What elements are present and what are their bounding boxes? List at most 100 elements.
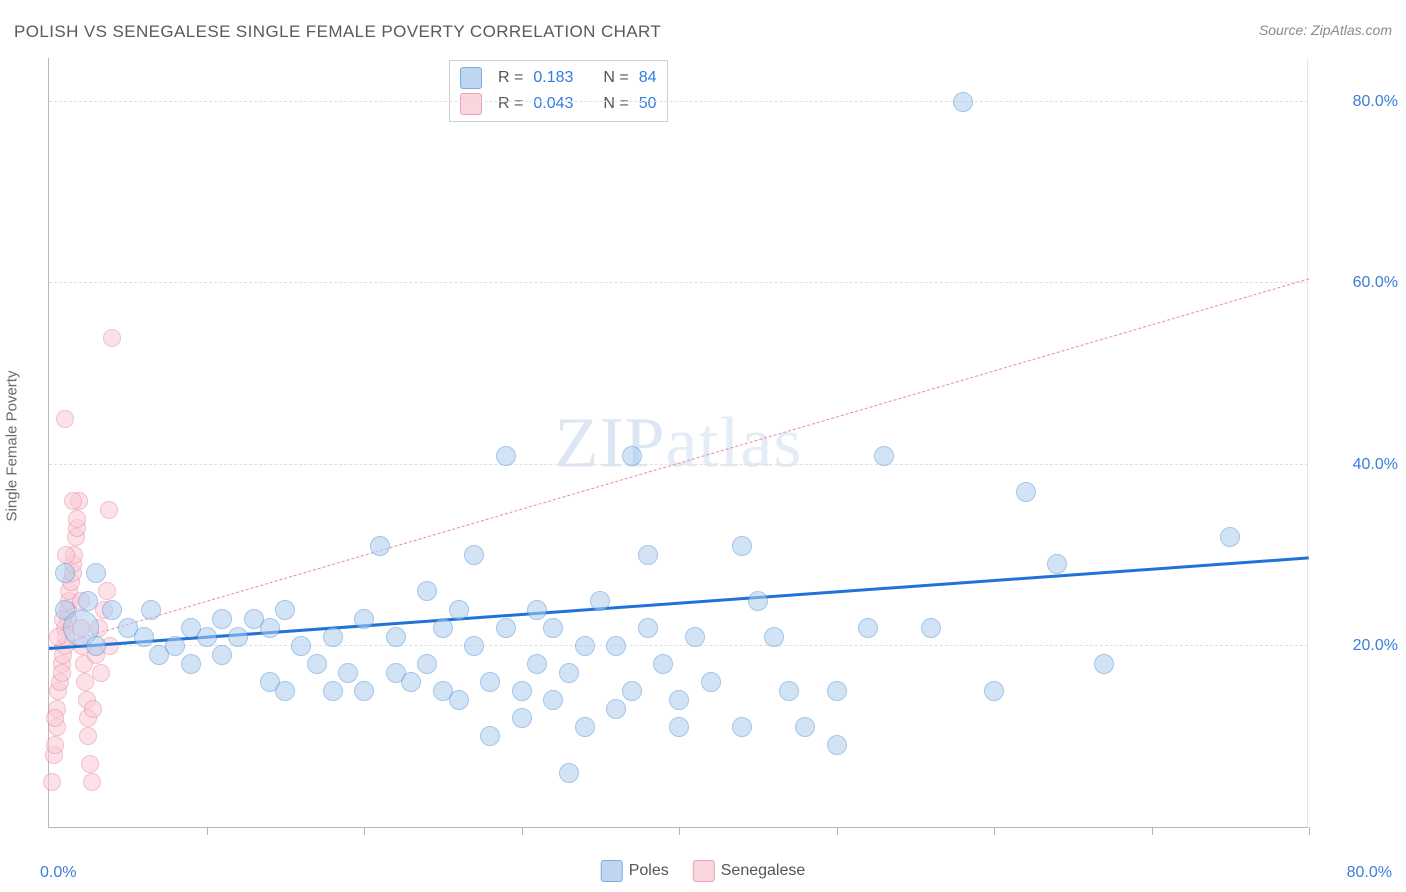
legend-row: R =0.043N =50 <box>460 91 657 117</box>
poles-point <box>559 763 579 783</box>
poles-point <box>512 708 532 728</box>
x-tick-mark <box>207 827 208 835</box>
poles-point <box>827 681 847 701</box>
r-label: R = <box>498 69 523 87</box>
poles-point <box>338 663 358 683</box>
y-tick-label: 60.0% <box>1318 274 1398 292</box>
x-tick-mark <box>364 827 365 835</box>
poles-point <box>606 699 626 719</box>
x-tick-mark <box>679 827 680 835</box>
poles-point <box>638 545 658 565</box>
y-axis-label: Single Female Poverty <box>4 371 21 522</box>
senegalese-point <box>57 546 75 564</box>
x-tick-mark <box>837 827 838 835</box>
poles-point <box>386 627 406 647</box>
chart-title: POLISH VS SENEGALESE SINGLE FEMALE POVER… <box>14 22 661 42</box>
n-value: 84 <box>639 69 657 87</box>
legend-swatch <box>460 93 482 115</box>
source-label: Source: <box>1259 22 1307 38</box>
poles-point <box>638 618 658 638</box>
poles-point <box>464 545 484 565</box>
x-axis-origin-label: 0.0% <box>40 864 76 882</box>
senegalese-point <box>64 492 82 510</box>
senegalese-point <box>92 664 110 682</box>
poles-point <box>606 636 626 656</box>
n-label: N = <box>603 69 628 87</box>
r-value: 0.183 <box>533 69 573 87</box>
senegalese-point <box>84 700 102 718</box>
senegalese-point <box>46 736 64 754</box>
senegalese-point <box>83 773 101 791</box>
poles-point <box>669 690 689 710</box>
senegalese-point <box>100 501 118 519</box>
poles-point <box>575 636 595 656</box>
poles-point <box>480 672 500 692</box>
gridline <box>49 101 1308 102</box>
senegalese-point <box>68 510 86 528</box>
chart-container: POLISH VS SENEGALESE SINGLE FEMALE POVER… <box>0 0 1406 892</box>
senegalese-point <box>46 709 64 727</box>
y-tick-label: 20.0% <box>1318 637 1398 655</box>
poles-point <box>622 446 642 466</box>
poles-point <box>401 672 421 692</box>
poles-point <box>464 636 484 656</box>
poles-point <box>197 627 217 647</box>
correlation-legend: R = 0.183 N = 84 R =0.043N =50 <box>449 60 668 122</box>
source-attribution: Source: ZipAtlas.com <box>1259 22 1392 38</box>
source-value: ZipAtlas.com <box>1311 22 1392 38</box>
series-legend: Poles Senegalese <box>601 860 806 882</box>
poles-point <box>323 681 343 701</box>
poles-point <box>181 654 201 674</box>
poles-point <box>764 627 784 647</box>
legend-swatch <box>693 860 715 882</box>
poles-point <box>275 600 295 620</box>
poles-point <box>134 627 154 647</box>
poles-point <box>795 717 815 737</box>
poles-point <box>590 591 610 611</box>
poles-point <box>78 591 98 611</box>
plot-right-border <box>1307 58 1308 827</box>
poles-point <box>417 581 437 601</box>
poles-point <box>953 92 973 112</box>
poles-point <box>732 536 752 556</box>
poles-point <box>212 609 232 629</box>
poles-point <box>984 681 1004 701</box>
poles-point <box>449 690 469 710</box>
poles-point <box>701 672 721 692</box>
legend-swatch <box>460 67 482 89</box>
poles-point <box>622 681 642 701</box>
poles-point <box>512 681 532 701</box>
poles-point <box>496 618 516 638</box>
poles-point <box>685 627 705 647</box>
legend-row: R = 0.183 N = 84 <box>460 65 657 91</box>
poles-point <box>417 654 437 674</box>
poles-point <box>433 618 453 638</box>
poles-point <box>449 600 469 620</box>
poles-point <box>323 627 343 647</box>
x-axis-end-label: 80.0% <box>1347 864 1392 882</box>
y-tick-label: 80.0% <box>1318 93 1398 111</box>
poles-point <box>165 636 185 656</box>
poles-point <box>748 591 768 611</box>
poles-point <box>559 663 579 683</box>
legend-item: Senegalese <box>693 860 806 882</box>
poles-point <box>1094 654 1114 674</box>
poles-point <box>307 654 327 674</box>
legend-item: Poles <box>601 860 669 882</box>
poles-point <box>874 446 894 466</box>
poles-point <box>732 717 752 737</box>
poles-point <box>354 609 374 629</box>
poles-point <box>858 618 878 638</box>
poles-point <box>354 681 374 701</box>
legend-swatch <box>601 860 623 882</box>
watermark: ZIPatlas <box>555 401 803 484</box>
poles-point <box>669 717 689 737</box>
plot-area: ZIPatlas R =0.183N =84R =0.043N =50 20.0… <box>48 58 1308 828</box>
poles-point <box>921 618 941 638</box>
senegalese-point <box>53 664 71 682</box>
n-value: 50 <box>639 95 657 113</box>
legend-label: Senegalese <box>721 862 806 879</box>
poles-point <box>827 735 847 755</box>
poles-point <box>1047 554 1067 574</box>
poles-point <box>212 645 232 665</box>
